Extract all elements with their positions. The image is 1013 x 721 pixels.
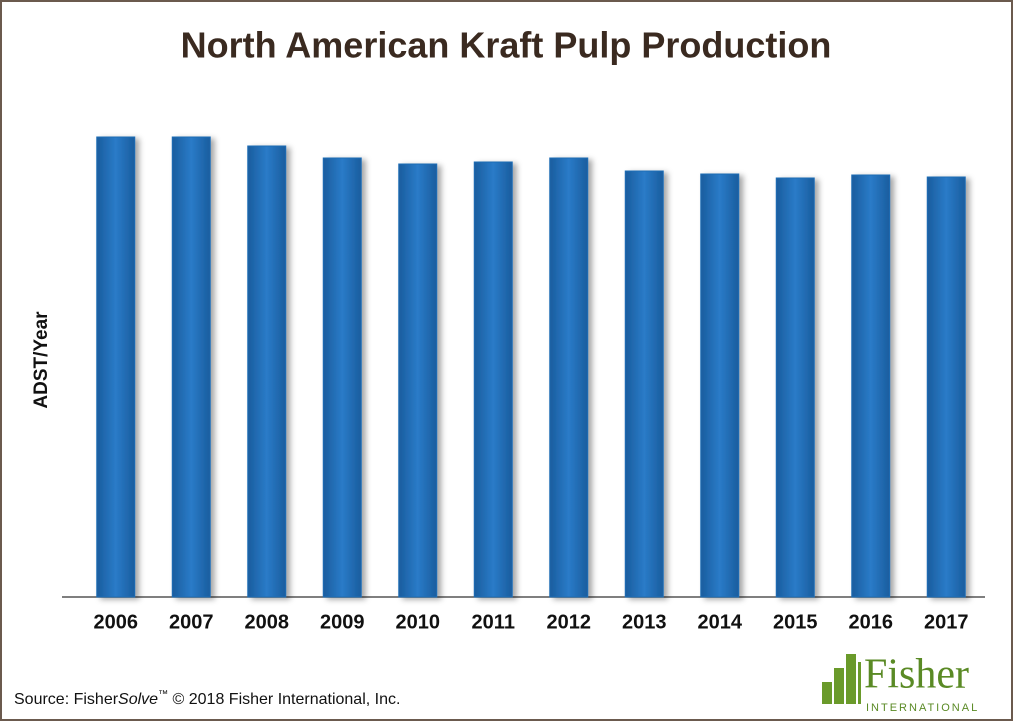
y-axis-label: ADST/Year: [31, 311, 52, 409]
bar: [775, 177, 815, 598]
x-tick-label: 2011: [472, 611, 515, 633]
bar: [171, 136, 211, 598]
bar: [247, 145, 287, 598]
x-tick-label: 2008: [245, 611, 290, 633]
bar: [851, 174, 891, 598]
bar: [549, 157, 589, 598]
x-tick-label: 2006: [94, 611, 139, 633]
x-tick-label: 2010: [396, 611, 441, 633]
source-prefix: Source: Fisher: [14, 691, 119, 708]
x-tick-label: 2016: [849, 611, 894, 633]
bar: [624, 170, 664, 598]
source-rest: © 2018 Fisher International, Inc.: [168, 691, 400, 708]
source: Source: FisherSolve™ © 2018 Fisher Inter…: [14, 689, 400, 709]
x-tick-label: 2014: [698, 611, 743, 633]
bar: [926, 176, 966, 598]
bar: [398, 163, 438, 598]
bar: [700, 173, 740, 598]
x-tick-label: 2017: [924, 611, 969, 633]
bar: [322, 157, 362, 598]
source-tm: ™: [158, 689, 168, 700]
chart-title: North American Kraft Pulp Production: [181, 25, 832, 66]
x-tick-label: 2013: [622, 611, 667, 633]
source-italic: Solve: [118, 691, 158, 708]
bar: [473, 161, 513, 598]
x-tick-label: 2007: [169, 611, 214, 633]
x-tick-label: 2012: [547, 611, 592, 633]
logo-sub: INTERNATIONAL: [866, 702, 979, 714]
bar: [96, 136, 136, 598]
x-tick-label: 2015: [773, 611, 818, 633]
x-tick-label: 2009: [320, 611, 365, 633]
logo-name: Fisher: [864, 652, 969, 698]
logo-icon: [822, 654, 861, 704]
